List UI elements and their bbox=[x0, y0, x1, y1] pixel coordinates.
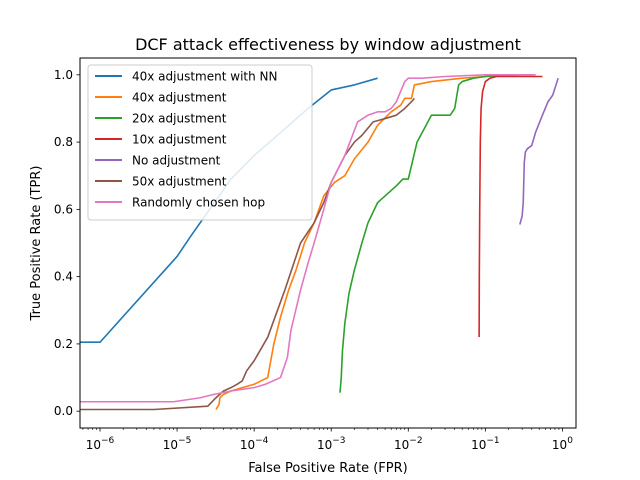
series-line-randomly-chosen-hop bbox=[80, 74, 536, 403]
chart-title: DCF attack effectiveness by window adjus… bbox=[135, 35, 521, 54]
legend-label-10x-adjustment: 10x adjustment bbox=[132, 133, 227, 147]
legend: 40x adjustment with NN 40x adjustment 20x … bbox=[87, 64, 313, 221]
legend-label-no-adjustment: No adjustment bbox=[132, 154, 221, 168]
series-line-20x-adjustment bbox=[339, 74, 532, 393]
series-line-10x-adjustment bbox=[478, 75, 543, 338]
x-tick-label: 10−2 bbox=[394, 436, 423, 452]
legend-label-20x-adjustment: 20x adjustment bbox=[132, 112, 227, 126]
y-tick-label: 0.8 bbox=[54, 135, 73, 149]
y-axis: 0.0 0.2 0.4 0.6 0.8 1.0 bbox=[54, 68, 80, 418]
series-line-no-adjustment bbox=[519, 77, 559, 225]
legend-label-40x-adjustment-with-nn: 40x adjustment with NN bbox=[132, 70, 277, 84]
legend-label-50x-adjustment: 50x adjustment bbox=[132, 175, 227, 189]
y-tick-label: 0.4 bbox=[54, 270, 73, 284]
plot-frame bbox=[79, 57, 577, 429]
y-tick-label: 0.6 bbox=[54, 202, 73, 216]
x-axis-label: False Positive Rate (FPR) bbox=[248, 461, 407, 476]
legend-label-40x-adjustment: 40x adjustment bbox=[132, 91, 227, 105]
legend-label-randomly-chosen-hop: Randomly chosen hop bbox=[132, 196, 265, 210]
y-tick-label: 0.2 bbox=[54, 337, 73, 351]
series-layer bbox=[80, 74, 559, 411]
y-tick-label: 1.0 bbox=[54, 68, 73, 82]
x-tick-label: 10−5 bbox=[163, 436, 192, 452]
series-line-50x-adjustment bbox=[80, 97, 415, 411]
x-tick-label: 10−6 bbox=[86, 436, 115, 452]
plot-area: 10−6 10−5 10−4 10−3 10−2 10−1 100 0.0 0.2 0.4 0.6… bbox=[54, 57, 577, 452]
y-tick-label: 0.0 bbox=[54, 404, 73, 418]
x-tick-label: 100 bbox=[552, 436, 573, 452]
x-tick-label: 10−1 bbox=[471, 436, 500, 452]
x-tick-label: 10−4 bbox=[240, 436, 269, 452]
y-axis-label: True Positive Rate (TPR) bbox=[29, 166, 44, 322]
x-tick-label: 10−3 bbox=[317, 436, 346, 452]
legend-box bbox=[87, 64, 313, 221]
x-axis: 10−6 10−5 10−4 10−3 10−2 10−1 100 bbox=[82, 428, 573, 452]
